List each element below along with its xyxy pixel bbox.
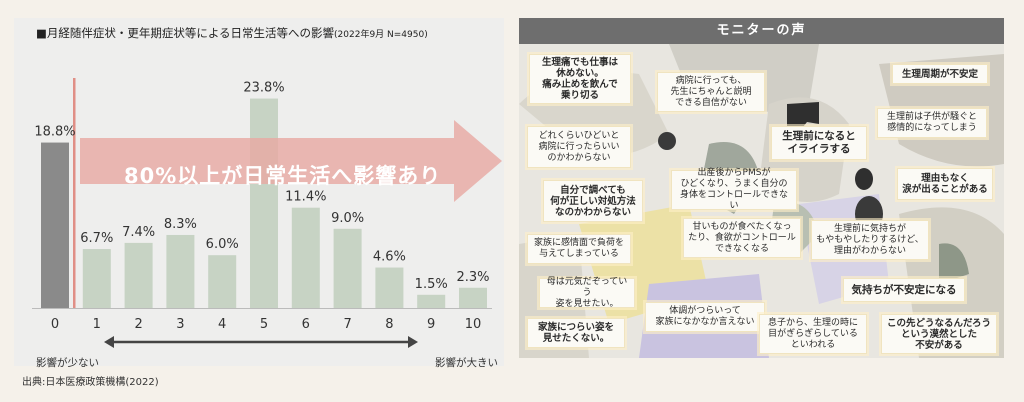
callout-arrow	[80, 120, 502, 202]
scale-arrow-right-head	[408, 336, 418, 348]
bar-10	[459, 287, 487, 308]
voice-v14: 気持ちが不安定になる	[843, 278, 965, 302]
category-label-0: 0	[51, 317, 59, 332]
voice-v15: 体調がつらいって 家族になかなか言えない	[645, 302, 765, 332]
value-label-7: 9.0%	[331, 211, 364, 226]
value-label-6: 11.4%	[285, 190, 326, 205]
bar-chart: 18.8% 0 6.7% 1 7.4% 2 8.3% 3 6.0% 4 23.8% 5 11.4% 6 9.…	[32, 78, 502, 348]
axis-low-label: 影響が少ない	[36, 357, 99, 369]
chart-title-note: (2022年9月 N=4950)	[334, 30, 428, 40]
bar-5	[250, 98, 278, 308]
baseline	[32, 308, 492, 309]
source-citation: 出典:日本医療政策機構(2022)	[22, 377, 159, 388]
voice-v3: 生理周期が不安定	[892, 64, 988, 84]
category-label-4: 4	[218, 317, 226, 332]
value-label-8: 4.6%	[373, 250, 406, 265]
voice-v2: 病院に行っても、 先生にちゃんと説明 できる自信がない	[657, 72, 765, 112]
bar-9	[417, 294, 446, 308]
voice-v18: この先どうなるんだろう という漠然とした 不安がある	[881, 314, 997, 354]
voice-v10: 家族に感情面で負荷を 与えてしまっている	[527, 234, 631, 264]
bar-7	[333, 228, 362, 308]
voice-v1: 生理痛でも仕事は 休めない。 痛み止めを飲んで 乗り切る	[529, 54, 631, 104]
category-label-2: 2	[134, 317, 142, 332]
category-label-8: 8	[385, 317, 393, 332]
voice-v8: 出産後からPMSが ひどくなり、うまく自分の 身体をコントロールできない	[671, 168, 797, 211]
category-label-6: 6	[302, 317, 310, 332]
axis-high-label: 影響が大きい	[435, 357, 498, 369]
bar-3	[166, 234, 195, 308]
callout-text: 80%以上が日常生活へ影響あり	[124, 164, 442, 188]
voice-v16: 家族につらい姿を 見せたくない。	[527, 318, 625, 348]
category-label-9: 9	[427, 317, 435, 332]
value-label-5: 23.8%	[243, 81, 284, 96]
bar-2	[124, 242, 153, 308]
voice-v7: 自分で調べても 何が正しい対処方法 なのかわからない	[543, 180, 643, 222]
category-label-10: 10	[465, 317, 482, 332]
category-label-1: 1	[93, 317, 101, 332]
zero-divider-line	[73, 78, 76, 308]
value-label-0: 18.8%	[34, 125, 75, 140]
voice-v5: どれくらいひどいと 病院に行ったらいい のかわからない	[527, 126, 631, 168]
voice-v12: 生理前に気持ちが もやもやしたりするけど、 理由がわからない	[811, 220, 929, 260]
voices-header: モニターの声	[519, 18, 1004, 44]
value-label-3: 8.3%	[164, 217, 197, 232]
category-label-7: 7	[343, 317, 351, 332]
value-label-9: 1.5%	[415, 277, 448, 292]
bar-8	[375, 267, 404, 308]
bar-4	[208, 255, 237, 308]
voice-v6: 生理前になると イライラする	[771, 126, 867, 160]
bar-0	[41, 142, 69, 308]
category-label-3: 3	[176, 317, 184, 332]
monitor-voices-panel: モニターの声 生理痛でも仕事は 休めない。 痛み止めを飲んで 乗り切る 病院に行…	[519, 18, 1004, 358]
value-label-2: 7.4%	[122, 225, 155, 240]
voice-v17: 息子から、生理の時に 目がぎらぎらしている といわれる	[759, 314, 867, 354]
voice-v9: 理由もなく 涙が出ることがある	[897, 168, 993, 200]
chart-panel: ■月経随伴症状・更年期症状等による日常生活等への影響(2022年9月 N=495…	[14, 18, 504, 369]
bar-6	[291, 207, 320, 308]
voice-v13: 母は元気だぞっていう 姿を見せたい。	[539, 277, 635, 309]
value-label-10: 2.3%	[456, 270, 489, 285]
value-label-4: 6.0%	[206, 237, 239, 252]
voice-v11: 甘いものが食べたくなっ たり、食欲がコントロール できなくなる	[683, 218, 801, 258]
voice-v4: 生理前は子供が騒ぐと 感情的になってしまう	[877, 108, 987, 138]
scale-arrow-left-head	[104, 336, 114, 348]
value-label-1: 6.7%	[80, 231, 113, 246]
chart-title: ■月経随伴症状・更年期症状等による日常生活等への影響(2022年9月 N=495…	[36, 26, 428, 40]
bar-1	[82, 249, 111, 308]
category-label-5: 5	[260, 317, 268, 332]
